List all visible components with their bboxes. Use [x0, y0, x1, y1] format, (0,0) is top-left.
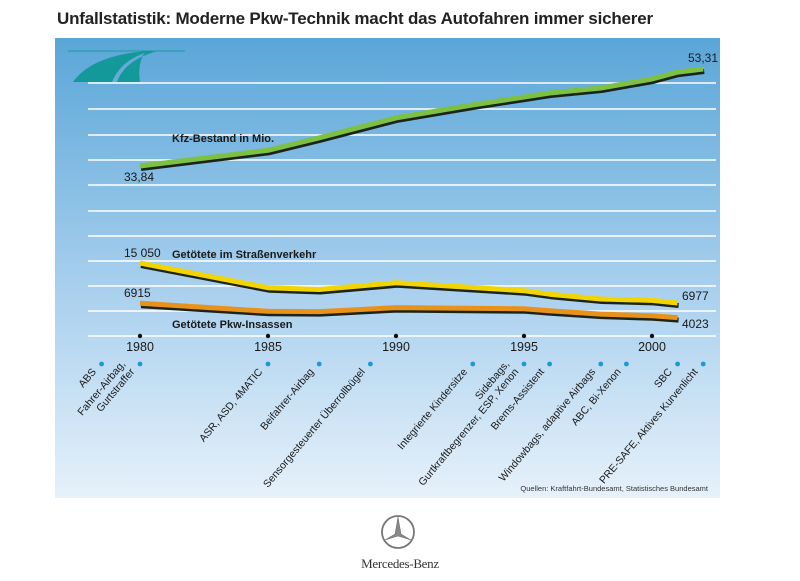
technology-marker-dot: [598, 361, 604, 367]
technology-marker-dot: [700, 361, 706, 367]
series-start-value: 33,84: [124, 170, 154, 184]
year-tick-dot: [521, 333, 527, 339]
technology-marker-dot: [470, 361, 476, 367]
series-start-value: 15 050: [124, 246, 161, 260]
technology-marker-dot: [265, 361, 271, 367]
year-tick-dot: [265, 333, 271, 339]
source-note: Quellen: Kraftfahrt-Bundesamt, Statistis…: [520, 484, 709, 493]
technology-marker-dot: [99, 361, 104, 367]
year-tick-label: 1995: [510, 340, 538, 354]
series-line-0: [139, 66, 704, 169]
year-tick-label: 1980: [126, 340, 154, 354]
year-tick-label: 2000: [638, 340, 666, 354]
mercedes-star-logo-icon: [381, 515, 415, 549]
chart-title: Unfallstatistik: Moderne Pkw-Technik mac…: [57, 9, 653, 28]
year-tick-label: 1985: [254, 340, 282, 354]
series-name-label: Kfz-Bestand in Mio.: [172, 133, 274, 145]
series-line-2: [139, 300, 678, 321]
year-tick-dot: [649, 333, 655, 339]
series-end-value: 4023: [682, 317, 709, 331]
series-end-value: 6977: [682, 289, 709, 303]
technology-marker-dot: [675, 361, 680, 367]
series-start-value: 6915: [124, 286, 151, 300]
road-logo-icon: [68, 50, 185, 82]
technology-marker-dot: [368, 361, 373, 367]
technology-marker-dot: [547, 361, 552, 367]
series-name-label: Getötete im Straßenverkehr: [172, 249, 317, 261]
brand-name: Mercedes-Benz: [361, 556, 439, 571]
year-tick-dot: [137, 333, 143, 339]
technology-marker-dot: [137, 361, 143, 367]
technology-marker-dot: [521, 361, 527, 367]
series-line-1: [139, 260, 678, 306]
series-line-shadow: [140, 69, 705, 171]
series-name-label: Getötete Pkw-Insassen: [172, 319, 293, 331]
series-end-value: 53,31: [688, 51, 718, 65]
technology-marker-dot: [624, 361, 629, 367]
technology-marker-dot: [316, 361, 322, 367]
year-tick-label: 1990: [382, 340, 410, 354]
year-tick-dot: [393, 333, 399, 339]
